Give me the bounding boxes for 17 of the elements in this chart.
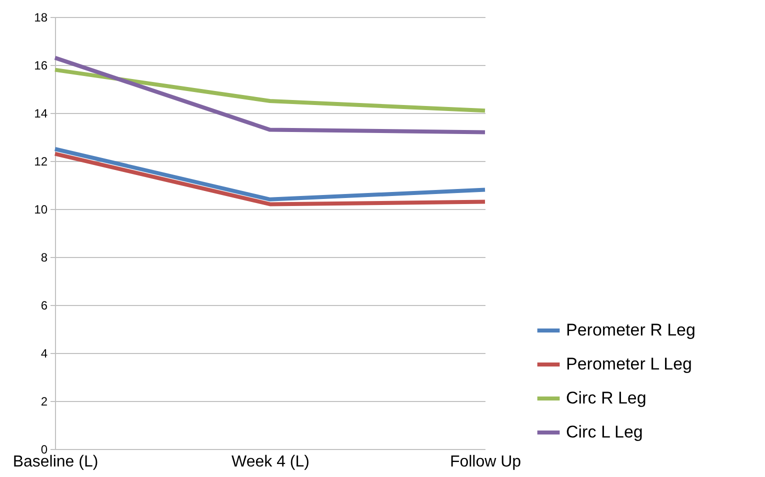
legend-label: Perometer L Leg bbox=[566, 354, 692, 374]
x-tick-label: Baseline (L) bbox=[12, 454, 98, 470]
x-tick-label: Follow Up bbox=[450, 454, 522, 470]
y-tick-label: 10 bbox=[34, 202, 48, 216]
legend-label: Circ L Leg bbox=[566, 422, 643, 442]
y-tick-label: 12 bbox=[34, 154, 48, 168]
y-tick-label: 16 bbox=[34, 58, 48, 72]
y-tick-label: 0 bbox=[40, 442, 48, 456]
y-tick-label: 2 bbox=[40, 394, 48, 408]
y-tick-label: 6 bbox=[40, 298, 48, 312]
x-tick-label: Week 4 (L) bbox=[232, 454, 310, 470]
y-tick-label: 8 bbox=[40, 250, 48, 264]
y-tick-label: 18 bbox=[34, 10, 48, 24]
y-tick-label: 4 bbox=[40, 346, 48, 360]
legend-label: Perometer R Leg bbox=[566, 320, 696, 340]
legend-label: Circ R Leg bbox=[566, 388, 646, 408]
y-tick-label: 14 bbox=[34, 106, 48, 120]
